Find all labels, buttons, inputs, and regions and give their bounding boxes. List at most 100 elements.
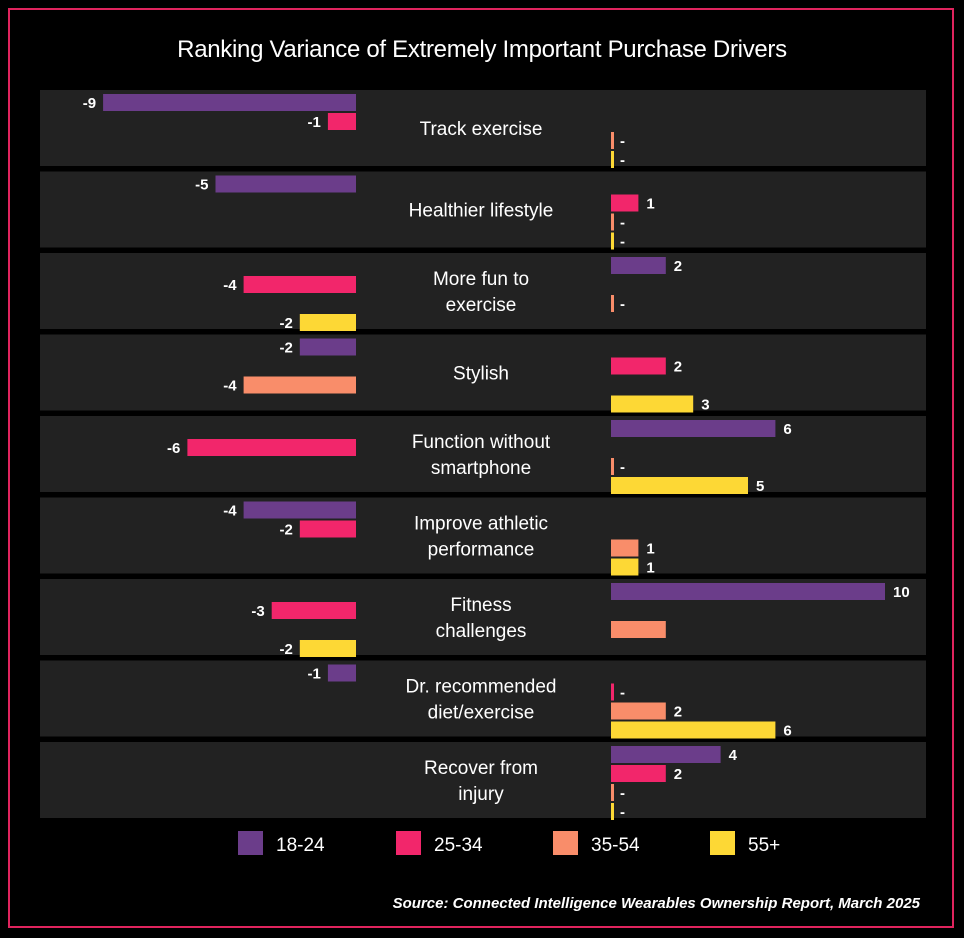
legend-swatch	[396, 831, 421, 855]
legend-label: 25-34	[434, 835, 483, 856]
bar	[611, 395, 694, 413]
bar	[611, 295, 614, 312]
data-label: -2	[279, 641, 292, 658]
category-label: Fitness	[450, 595, 511, 616]
data-label: -	[620, 133, 625, 150]
bar	[611, 702, 666, 720]
bar	[299, 338, 356, 356]
data-label: 2	[674, 258, 682, 275]
chart-frame	[8, 8, 954, 928]
bar	[611, 583, 885, 600]
bar	[611, 765, 666, 782]
bar	[611, 621, 666, 638]
bar	[327, 113, 356, 130]
category-label: Function without	[412, 432, 551, 453]
bar	[611, 721, 776, 739]
category-label: performance	[428, 540, 535, 561]
data-label: 3	[701, 397, 709, 414]
bar	[611, 420, 776, 437]
data-label: 2	[674, 704, 682, 721]
data-label: -	[620, 215, 625, 232]
category-label: challenges	[436, 621, 527, 642]
bar	[611, 194, 639, 212]
data-label: -1	[308, 666, 321, 683]
row-background	[40, 334, 926, 411]
legend-label: 35-54	[591, 835, 640, 856]
data-label: -1	[308, 114, 321, 131]
data-label: 4	[729, 747, 738, 764]
category-label: injury	[458, 784, 504, 805]
data-label: 6	[783, 421, 791, 438]
data-label: -2	[279, 340, 292, 357]
data-label: -4	[223, 378, 237, 395]
bar	[611, 458, 614, 475]
bar	[299, 640, 356, 657]
data-label: -	[620, 152, 625, 169]
data-label: -	[620, 804, 625, 821]
data-label: -4	[223, 503, 237, 520]
data-label: -6	[167, 440, 180, 457]
category-label: Track exercise	[420, 119, 543, 140]
bar	[611, 357, 666, 375]
row-background	[40, 742, 926, 818]
bar	[215, 175, 356, 193]
bar	[611, 558, 639, 576]
category-label: Dr. recommended	[405, 677, 556, 698]
category-label: smartphone	[431, 458, 531, 479]
bar	[611, 257, 666, 274]
bar	[611, 477, 748, 494]
category-label: Healthier lifestyle	[409, 201, 554, 222]
category-label: Stylish	[453, 364, 509, 385]
data-label: -3	[251, 603, 264, 620]
data-label: 1	[646, 196, 654, 213]
bar	[299, 314, 356, 331]
data-label: 6	[783, 723, 791, 740]
source-note: Source: Connected Intelligence Wearables…	[392, 895, 920, 912]
data-label: 5	[756, 478, 764, 495]
bar	[611, 803, 614, 820]
bar	[611, 213, 614, 231]
data-label: -5	[195, 177, 208, 194]
data-label: 2	[674, 359, 682, 376]
legend-label: 55+	[748, 835, 780, 856]
bar	[611, 746, 721, 763]
bar	[611, 132, 614, 149]
data-label: -	[620, 685, 625, 702]
category-label: exercise	[446, 295, 517, 316]
data-label: 2	[674, 766, 682, 783]
category-label: More fun to	[433, 269, 529, 290]
legend-swatch	[238, 831, 263, 855]
legend-swatch	[553, 831, 578, 855]
data-label: 1	[646, 541, 654, 558]
legend-swatch	[710, 831, 735, 855]
data-label: -4	[223, 277, 237, 294]
data-label: -9	[83, 95, 96, 112]
data-label: -	[620, 234, 625, 251]
bar	[611, 539, 639, 557]
bar	[103, 94, 356, 111]
bar	[271, 602, 356, 619]
bar	[243, 376, 356, 394]
row-background	[40, 253, 926, 329]
bar	[243, 501, 356, 519]
row-background	[40, 497, 926, 574]
bar	[187, 439, 356, 456]
bar	[611, 683, 614, 701]
data-label: -2	[279, 315, 292, 332]
legend-label: 18-24	[276, 835, 325, 856]
data-label: -	[620, 459, 625, 476]
data-label: 1	[646, 560, 654, 577]
data-label: -	[620, 296, 625, 313]
bar	[611, 784, 614, 801]
bar	[611, 151, 614, 168]
category-label: diet/exercise	[428, 703, 535, 724]
bar	[243, 276, 356, 293]
row-background	[40, 171, 926, 248]
chart-title: Ranking Variance of Extremely Important …	[177, 36, 787, 63]
bar	[611, 232, 614, 250]
row-background	[40, 660, 926, 737]
data-label: -	[620, 785, 625, 802]
data-label: -2	[279, 522, 292, 539]
category-label: Improve athletic	[414, 514, 548, 535]
